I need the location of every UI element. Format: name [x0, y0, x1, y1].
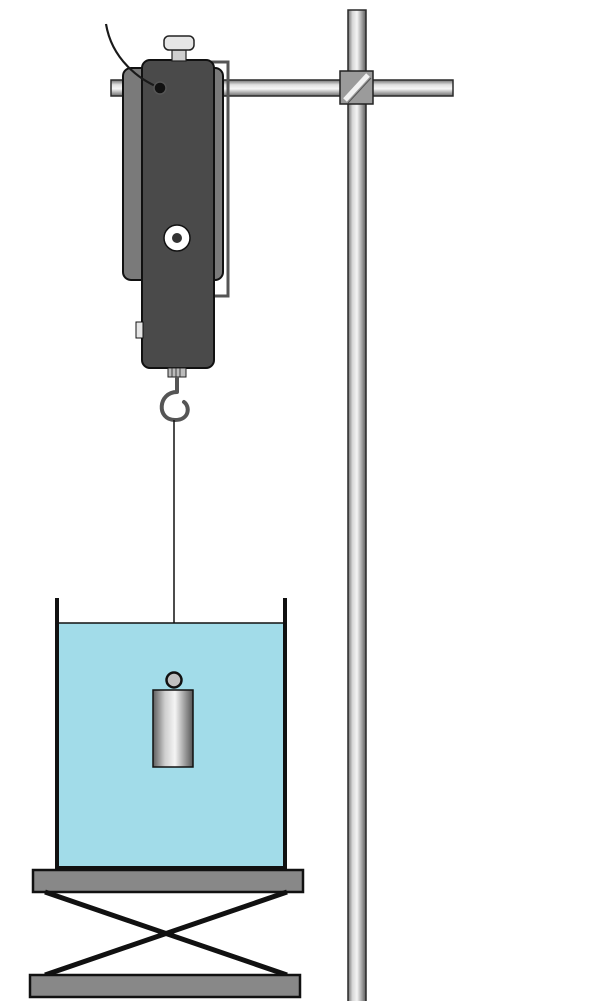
sensor-thread — [167, 367, 187, 378]
sensor-cable — [104, 23, 161, 90]
cable-port — [153, 81, 167, 95]
jack-scissor — [44, 889, 288, 978]
lab-jack — [28, 868, 305, 999]
sensor-hook — [159, 377, 190, 423]
vertical-stand-rod — [347, 9, 367, 1001]
jack-top-plate — [31, 868, 305, 894]
tare-button — [163, 224, 191, 252]
sensor-body — [141, 59, 215, 369]
force-sensor — [104, 23, 230, 378]
sensor-knob — [163, 35, 195, 62]
range-switch — [135, 321, 144, 339]
cylindrical-mass — [152, 671, 194, 768]
jack-bottom-plate — [28, 973, 302, 999]
sensor-bracket — [210, 60, 230, 298]
rod-clamp — [339, 70, 374, 105]
